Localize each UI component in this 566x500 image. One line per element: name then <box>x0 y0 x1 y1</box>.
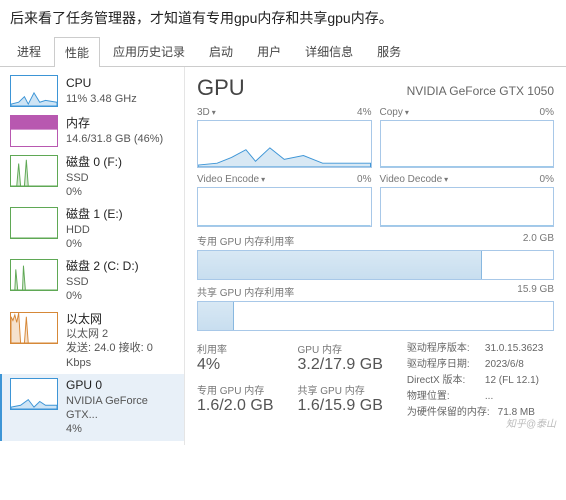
chart-dropdown[interactable]: 3D <box>197 107 216 118</box>
chart-Video Decode: Video Decode0% <box>380 174 555 227</box>
detail-pane: GPU NVIDIA GeForce GTX 1050 3D4%Copy0%Vi… <box>185 67 566 445</box>
charts-grid: 3D4%Copy0%Video Encode0%Video Decode0% <box>197 107 554 227</box>
chart-dropdown[interactable]: Video Decode <box>380 174 449 185</box>
detail-title: GPU <box>197 75 245 101</box>
main-area: CPU11% 3.48 GHz 内存14.6/31.8 GB (46%) 磁盘 0 … <box>0 67 566 445</box>
memory-bars: 专用 GPU 内存利用率2.0 GB共享 GPU 内存利用率15.9 GB <box>197 233 554 331</box>
sidebar-text: 磁盘 1 (E:)HDD0% <box>66 207 123 251</box>
stat-block: 共享 GPU 内存1.6/15.9 GB <box>298 382 383 415</box>
tab-3[interactable]: 启动 <box>198 36 244 66</box>
sidebar-item-0[interactable]: CPU11% 3.48 GHz <box>0 71 184 111</box>
info-column: 驱动程序版本:31.0.15.3623驱动程序日期:2023/6/8Direct… <box>407 341 543 421</box>
stat-column: GPU 内存3.2/17.9 GB 共享 GPU 内存1.6/15.9 GB <box>298 341 383 421</box>
chart-dropdown[interactable]: Video Encode <box>197 174 265 185</box>
chart-Video Encode: Video Encode0% <box>197 174 372 227</box>
tabs-bar: 进程性能应用历史记录启动用户详细信息服务 <box>0 36 566 67</box>
chart-3D: 3D4% <box>197 107 372 168</box>
thumb-chart <box>10 75 58 107</box>
sidebar-item-3[interactable]: 磁盘 1 (E:)HDD0% <box>0 203 184 255</box>
detail-subtitle: NVIDIA GeForce GTX 1050 <box>407 84 554 98</box>
stat-block: GPU 内存3.2/17.9 GB <box>298 341 383 374</box>
sidebar-text: 磁盘 0 (F:)SSD0% <box>66 155 122 199</box>
sidebar-item-2[interactable]: 磁盘 0 (F:)SSD0% <box>0 151 184 203</box>
tab-2[interactable]: 应用历史记录 <box>102 36 196 66</box>
stat-block: 利用率4% <box>197 341 274 374</box>
sidebar-text: CPU11% 3.48 GHz <box>66 75 137 107</box>
watermark: 知乎@泰山 <box>506 415 556 430</box>
mem-section: 专用 GPU 内存利用率2.0 GB <box>197 233 554 280</box>
sidebar-text: GPU 0NVIDIA GeForce GTX...4% <box>66 378 176 436</box>
stat-block: 专用 GPU 内存1.6/2.0 GB <box>197 382 274 415</box>
mem-section: 共享 GPU 内存利用率15.9 GB <box>197 284 554 331</box>
stat-column: 利用率4% 专用 GPU 内存1.6/2.0 GB <box>197 341 274 421</box>
tab-6[interactable]: 服务 <box>366 36 412 66</box>
info-row: DirectX 版本:12 (FL 12.1) <box>407 373 543 389</box>
sidebar-text: 以太网以太网 2发送: 24.0 接收: 0 Kbps <box>66 312 176 370</box>
tab-1[interactable]: 性能 <box>54 37 100 67</box>
sidebar-item-5[interactable]: 以太网以太网 2发送: 24.0 接收: 0 Kbps <box>0 308 184 374</box>
chart-dropdown[interactable]: Copy <box>380 107 409 118</box>
stats-row: 利用率4% 专用 GPU 内存1.6/2.0 GB GPU 内存3.2/17.9 … <box>197 341 554 421</box>
info-row: 驱动程序版本:31.0.15.3623 <box>407 341 543 357</box>
sidebar-item-4[interactable]: 磁盘 2 (C: D:)SSD0% <box>0 255 184 307</box>
thumb-chart <box>10 259 58 291</box>
sidebar-text: 内存14.6/31.8 GB (46%) <box>66 115 163 147</box>
thumb-chart <box>10 155 58 187</box>
tab-4[interactable]: 用户 <box>246 36 292 66</box>
thumb-chart <box>10 312 58 344</box>
sidebar-item-1[interactable]: 内存14.6/31.8 GB (46%) <box>0 111 184 151</box>
tab-0[interactable]: 进程 <box>6 36 52 66</box>
chart-Copy: Copy0% <box>380 107 555 168</box>
info-row: 驱动程序日期:2023/6/8 <box>407 357 543 373</box>
page-caption: 后来看了任务管理器，才知道有专用gpu内存和共享gpu内存。 <box>0 0 566 36</box>
sidebar-text: 磁盘 2 (C: D:)SSD0% <box>66 259 139 303</box>
sidebar-item-6[interactable]: GPU 0NVIDIA GeForce GTX...4% <box>0 374 184 440</box>
thumb-chart <box>10 115 58 147</box>
sidebar: CPU11% 3.48 GHz 内存14.6/31.8 GB (46%) 磁盘 0 … <box>0 67 185 445</box>
thumb-chart <box>10 207 58 239</box>
thumb-chart <box>10 378 58 410</box>
tab-5[interactable]: 详细信息 <box>294 36 364 66</box>
info-row: 物理位置:... <box>407 389 543 405</box>
